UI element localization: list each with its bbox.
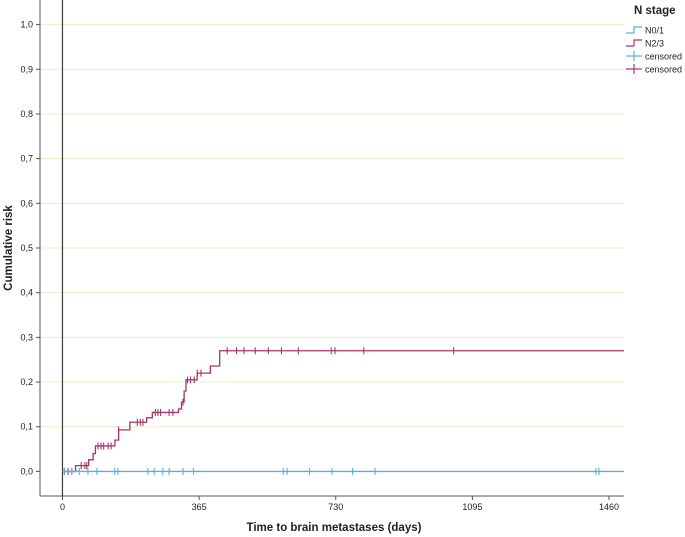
y-tick-label-5: 0,5	[20, 243, 33, 253]
y-tick-label-10: 1,0	[20, 20, 33, 30]
legend-label-2: censored	[645, 52, 682, 62]
y-tick-label-8: 0,8	[20, 109, 33, 119]
legend-swatch-1	[626, 39, 642, 47]
legend-label-0: N0/1	[645, 26, 664, 36]
legend-label-1: N2/3	[645, 39, 664, 49]
y-tick-label-1: 0,1	[20, 422, 33, 432]
x-tick-label-2: 730	[328, 502, 343, 512]
y-axis-title: Cumulative risk	[3, 205, 15, 291]
legend: N stage N0/1 N2/3 censored censored	[626, 5, 682, 75]
legend-entry-3: censored	[626, 64, 682, 75]
y-tick-label-3: 0,3	[20, 332, 33, 342]
y-tick-label-2: 0,2	[20, 377, 33, 387]
series-1	[62, 347, 624, 475]
y-tick-label-6: 0,6	[20, 198, 33, 208]
legend-label-3: censored	[645, 65, 682, 75]
y-tick-label-9: 0,9	[20, 64, 33, 74]
x-tick-label-3: 1095	[462, 502, 482, 512]
legend-entry-0: N0/1	[626, 26, 664, 36]
x-axis-title: Time to brain metastases (days)	[247, 522, 422, 534]
y-tick-label-4: 0,4	[20, 288, 33, 298]
x-tick-label-1: 365	[192, 502, 207, 512]
legend-swatch-0	[626, 26, 642, 34]
y-tick-label-0: 0,0	[20, 466, 33, 476]
x-tick-label-4: 1460	[599, 502, 619, 512]
legend-entry-1: N2/3	[626, 39, 664, 49]
ticks: 0,0 0,1 0,2 0,3 0,4 0,5 0,6 0,7 0,8 0,9 1,0 0 365 730…	[20, 20, 619, 512]
y-tick-label-7: 0,7	[20, 154, 33, 164]
series-layer	[62, 347, 624, 475]
x-tick-label-0: 0	[60, 502, 65, 512]
gridlines	[40, 24, 624, 428]
legend-title: N stage	[634, 5, 676, 17]
legend-entry-2: censored	[626, 51, 682, 62]
series-0	[62, 467, 624, 475]
